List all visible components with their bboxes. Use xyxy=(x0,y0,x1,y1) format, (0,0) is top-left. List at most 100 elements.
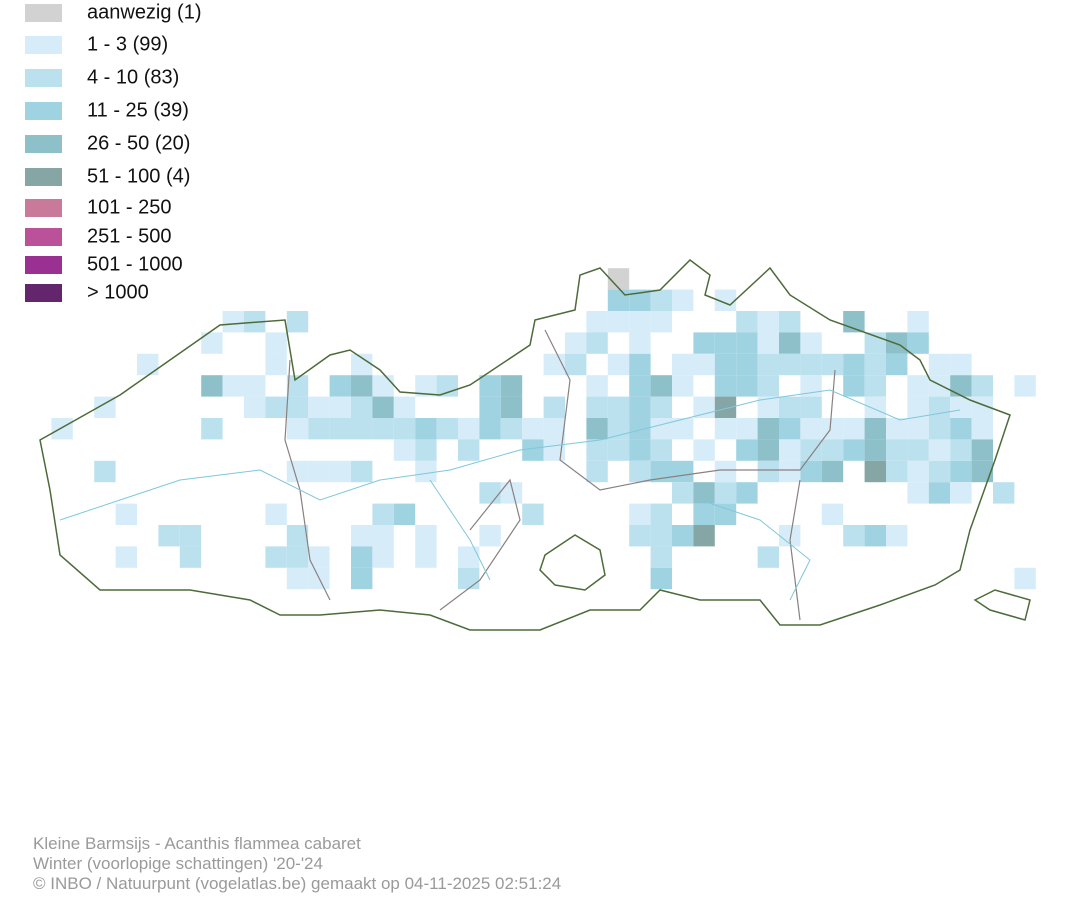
grid-cell xyxy=(479,418,501,440)
grid-cell xyxy=(458,418,480,440)
grid-cell xyxy=(244,396,266,418)
grid-cell xyxy=(971,418,993,440)
grid-cell xyxy=(928,418,951,440)
grid-cell xyxy=(479,482,501,504)
grid-cell xyxy=(672,289,694,311)
grid-cell xyxy=(736,482,758,504)
legend-label: 26 - 50 (20) xyxy=(87,132,190,154)
grid-cell xyxy=(714,396,737,418)
legend: aanwezig (1) 1 - 3 (99) 4 - 10 (83) 11 - 25… xyxy=(25,1,202,303)
grid-cell xyxy=(907,418,929,440)
grid-cell xyxy=(265,503,287,525)
grid-cell xyxy=(864,396,886,418)
grid-cell xyxy=(543,418,565,440)
footer-period: Winter (voorlopige schattingen) '20-'24 xyxy=(33,854,323,873)
legend-swatch xyxy=(25,168,62,186)
grid-cell xyxy=(757,396,779,418)
grid-cell xyxy=(843,418,865,440)
grid-cell xyxy=(928,482,951,504)
grid-cell xyxy=(415,460,437,483)
legend-label: 1 - 3 (99) xyxy=(87,33,168,55)
legend-label: 101 - 250 xyxy=(87,196,172,218)
grid-cell xyxy=(886,525,908,547)
grid-cell xyxy=(201,332,223,354)
grid-cell xyxy=(672,418,694,440)
grid-cell xyxy=(479,525,501,547)
grid-cell xyxy=(415,375,437,397)
grid-cell xyxy=(586,460,608,483)
grid-cell xyxy=(629,396,651,418)
grid-cell xyxy=(629,418,651,440)
grid-cell xyxy=(736,375,758,397)
grid-cell xyxy=(779,439,801,461)
grid-cell xyxy=(586,311,608,333)
legend-swatch xyxy=(25,102,62,120)
grid-cell xyxy=(393,396,416,418)
legend-label: aanwezig (1) xyxy=(87,1,202,23)
grid-cell xyxy=(372,546,394,568)
grid-cell xyxy=(714,353,737,376)
grid-cell xyxy=(607,268,630,290)
grid-cell xyxy=(308,396,330,418)
grid-cell xyxy=(329,460,351,483)
grid-cell xyxy=(864,460,886,483)
grid-cell xyxy=(286,311,309,333)
grid-cell xyxy=(286,525,309,547)
grid-cell xyxy=(821,503,844,525)
legend-swatch xyxy=(25,256,62,274)
grid-cell xyxy=(607,418,630,440)
grid-cell xyxy=(800,460,822,483)
grid-cell xyxy=(757,375,779,397)
grid-cell xyxy=(565,332,587,354)
grid-cell xyxy=(650,439,672,461)
grid-cell xyxy=(693,525,715,547)
grid-cell xyxy=(265,353,287,376)
grid-cell xyxy=(51,418,73,440)
grid-cell xyxy=(907,396,929,418)
grid-cell xyxy=(821,460,844,483)
grid-cell xyxy=(522,503,544,525)
grid-cell xyxy=(693,396,715,418)
grid-cell xyxy=(372,418,394,440)
grid-cell xyxy=(629,460,651,483)
grid-cell xyxy=(500,418,523,440)
grid-cell xyxy=(864,418,886,440)
grid-cell xyxy=(950,460,972,483)
grid-cell xyxy=(458,546,480,568)
grid-cell xyxy=(286,396,309,418)
legend-swatch xyxy=(25,4,62,22)
grid-cell xyxy=(415,439,437,461)
grid-cell xyxy=(714,460,737,483)
grid-cell xyxy=(693,482,715,504)
grid-cell xyxy=(886,418,908,440)
enclave-outline xyxy=(539,534,1031,621)
grid-cell xyxy=(629,353,651,376)
grid-cell xyxy=(351,418,373,440)
grid-cell xyxy=(308,418,330,440)
grid-cell xyxy=(372,525,394,547)
grid-cell xyxy=(800,396,822,418)
grid-cell xyxy=(864,439,886,461)
grid-cell xyxy=(94,460,116,483)
grid-cell xyxy=(736,439,758,461)
grid-cell xyxy=(500,396,523,418)
grid-cell xyxy=(329,396,351,418)
grid-cell xyxy=(757,460,779,483)
legend-label: 4 - 10 (83) xyxy=(87,66,179,88)
grid-cell xyxy=(372,396,394,418)
grid-cell xyxy=(329,418,351,440)
grid-cell xyxy=(907,482,929,504)
grid-cell xyxy=(351,546,373,568)
grid-cell xyxy=(672,460,694,483)
grid-cell xyxy=(800,439,822,461)
grid-cell xyxy=(222,375,244,397)
grid-cell xyxy=(265,546,287,568)
grid-cell xyxy=(971,375,993,397)
grid-cell xyxy=(586,375,608,397)
grid-cell xyxy=(993,482,1015,504)
grid-cell xyxy=(179,546,202,568)
grid-cell xyxy=(650,396,672,418)
grid-cell xyxy=(864,375,886,397)
grid-cell xyxy=(843,375,865,397)
